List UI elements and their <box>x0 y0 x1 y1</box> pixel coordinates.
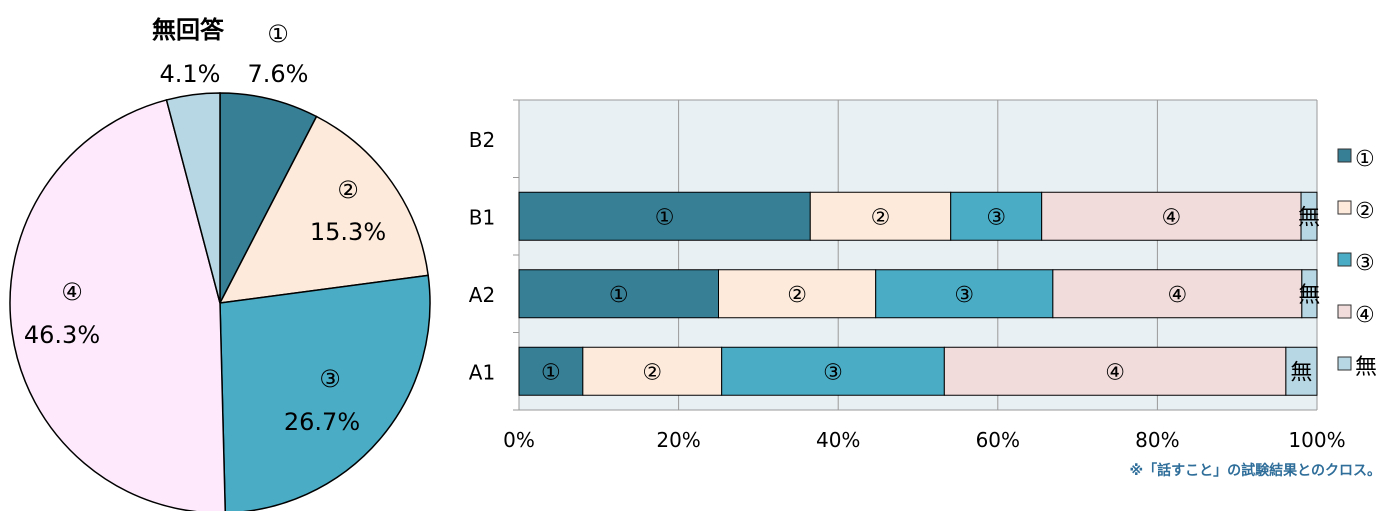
bar-segment <box>1300 191 1318 241</box>
bar-segment-label: ① <box>655 205 675 230</box>
bar-segment-label: ③ <box>954 283 974 308</box>
x-tick-label: 80% <box>1135 428 1179 452</box>
legend-label: ④ <box>1355 303 1375 328</box>
bar-segment-label: ④ <box>1105 360 1125 385</box>
x-tick-label: 0% <box>503 428 535 452</box>
pie-slice-name: ③ <box>319 365 341 393</box>
bar-segment <box>809 191 952 241</box>
pie-slice-value: 15.3% <box>310 218 386 246</box>
pie-slice <box>165 92 221 304</box>
bar-segment <box>518 191 811 241</box>
bar-segment <box>1041 191 1302 241</box>
pie-slice-value: 26.7% <box>284 408 360 436</box>
bar-segment <box>1301 269 1318 319</box>
y-tick-label: B1 <box>469 205 495 229</box>
pie-slice <box>219 92 318 304</box>
bar-segment <box>718 269 877 319</box>
bar-segment-label: ② <box>642 360 662 385</box>
x-tick-label: 60% <box>976 428 1020 452</box>
bar-segment <box>1285 346 1318 396</box>
pie-slice-value: 4.1% <box>160 60 221 88</box>
bar-segment-label: 無 <box>1298 205 1320 230</box>
bar-segment-label: ② <box>787 283 807 308</box>
pie-slice-value: 7.6% <box>248 60 309 88</box>
pie-slice-value: 46.3% <box>24 321 100 349</box>
x-tick-label: 100% <box>1288 428 1345 452</box>
legend-label: ② <box>1355 199 1375 224</box>
legend-swatch <box>1337 148 1352 163</box>
pie-slice-name: 無回答 <box>152 16 225 44</box>
bar-segment <box>943 346 1287 396</box>
bar-segment-label: ① <box>541 360 561 385</box>
legend-label: 無 <box>1355 355 1377 380</box>
y-tick-label: A2 <box>469 283 495 307</box>
bar-segment-label: ① <box>609 283 629 308</box>
bar-segment-label: ④ <box>1161 205 1181 230</box>
bar-segment-label: ② <box>871 205 891 230</box>
footnote: ※「話すこと」の試験結果とのクロス。 <box>1130 462 1381 479</box>
y-tick-label: B2 <box>469 128 495 152</box>
x-tick-label: 40% <box>816 428 860 452</box>
pie-slice <box>219 274 431 511</box>
bar-segment-label: 無 <box>1290 360 1312 385</box>
legend-swatch <box>1337 356 1352 371</box>
pie-chart: ① 7.6% ② 15.3% ③ 26.7% ④ 46.3% 無回答 4.1% <box>9 16 431 511</box>
pie-slice <box>218 115 430 304</box>
bar-segment <box>875 269 1054 319</box>
pie-slice-name: ① <box>267 20 289 48</box>
bar-segment <box>1052 269 1303 319</box>
legend-swatch <box>1337 252 1352 267</box>
bar-segment-label: 無 <box>1298 283 1320 308</box>
pie-slice-name: ④ <box>61 278 83 306</box>
legend-swatch <box>1337 304 1352 319</box>
legend-swatch <box>1337 200 1352 215</box>
legend-label: ③ <box>1355 251 1375 276</box>
bar-segment-label: ③ <box>986 205 1006 230</box>
pie-slice <box>9 99 226 511</box>
bar-segment <box>950 191 1043 241</box>
legend: ① ② ③ ④ 無 <box>1337 147 1377 380</box>
bar-segment <box>518 346 584 396</box>
bar-segment-label: ③ <box>823 360 843 385</box>
x-tick-label: 20% <box>656 428 700 452</box>
pie-slice-name: ② <box>337 176 359 204</box>
legend-label: ① <box>1355 147 1375 172</box>
y-tick-label: A1 <box>469 360 495 384</box>
stacked-bar-chart: 0% 20% 40% 60% 80% 100% A1 ① ② ③ ④ 無 A2 ① ② ③ ④ 無 B1 ① ② ③ ④ 無 B… <box>469 99 1346 452</box>
bar-segment-label: ④ <box>1167 283 1187 308</box>
bar-segment <box>518 269 719 319</box>
